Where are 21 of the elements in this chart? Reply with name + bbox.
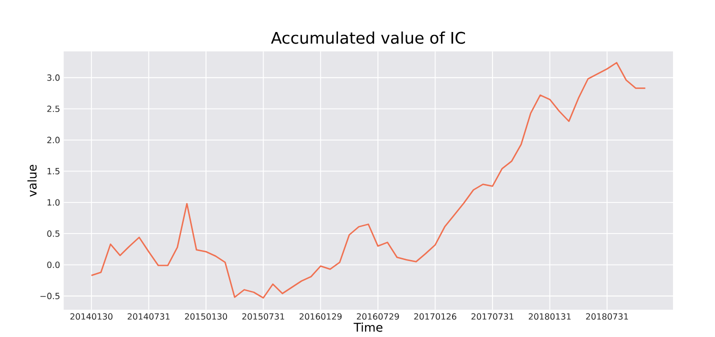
y-tick-label: −0.5 [40, 292, 60, 300]
x-axis-title: Time [354, 322, 382, 332]
x-tick-label: 20140130 [70, 313, 112, 320]
y-tick-label: 1.0 [48, 199, 60, 206]
y-tick-label: 2.0 [47, 136, 60, 144]
y-tick-label: 3.0 [47, 74, 60, 81]
x-tick-label: 20170126 [414, 313, 456, 320]
y-tick-label: 0.0 [47, 262, 60, 268]
x-tick-label: 20170731 [472, 313, 514, 320]
y-tick-label: 0.5 [47, 230, 60, 237]
x-tick-label: 20180131 [528, 313, 571, 320]
x-tick-label: 20160729 [356, 313, 399, 320]
x-tick-label: 20140731 [128, 313, 170, 320]
chart-title: Accumulated value of IC [271, 32, 465, 44]
y-tick-label: 1.5 [48, 168, 60, 174]
y-tick-label: 2.5 [47, 106, 60, 112]
x-tick-label: 20150731 [242, 313, 284, 320]
x-tick-label: 20180731 [586, 313, 628, 320]
x-tick-label: 20160129 [300, 313, 342, 320]
y-axis-title: value [27, 164, 37, 197]
x-tick-label: 20150130 [185, 313, 228, 320]
